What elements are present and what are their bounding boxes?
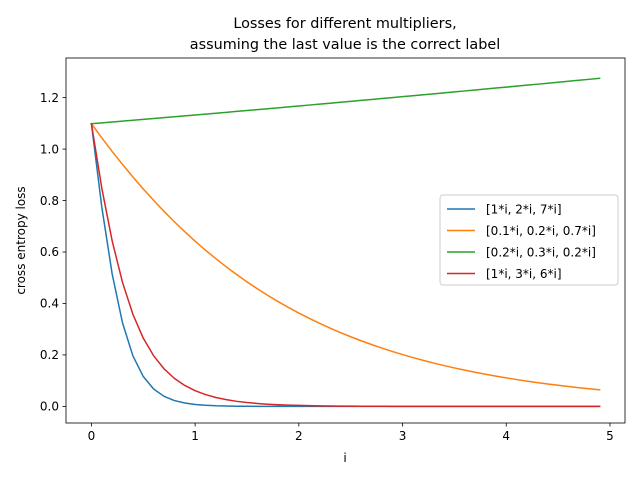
legend-label-3: [0.2*i, 0.3*i, 0.2*i] (486, 245, 596, 259)
legend: [1*i, 2*i, 7*i] [0.1*i, 0.2*i, 0.7*i] [0.2… (439, 194, 619, 286)
x-tick-label: 4 (502, 429, 510, 443)
y-tick-label: 1.2 (40, 91, 59, 105)
chart-title-line-1: Losses for different multipliers, (233, 16, 456, 32)
legend-label-2: [0.1*i, 0.2*i, 0.7*i] (486, 224, 596, 238)
y-tick-label: 0.0 (40, 400, 59, 414)
x-tick-label: 1 (191, 429, 199, 443)
series-line-3 (90, 77, 601, 125)
legend-label-1: [1*i, 2*i, 7*i] (486, 202, 562, 216)
axes-frame (65, 57, 626, 424)
x-tick-label: 0 (88, 429, 96, 443)
y-tick-label: 0.4 (40, 297, 59, 311)
plot-area (90, 77, 601, 408)
legend-box (439, 194, 619, 286)
x-tick-label: 5 (606, 429, 614, 443)
y-tick-label: 0.8 (40, 194, 59, 208)
y-tick-label: 0.6 (40, 245, 59, 259)
series-line-4 (90, 122, 601, 408)
y-axis-label: cross entropy loss (14, 186, 28, 294)
x-tick-label: 2 (295, 429, 303, 443)
x-tick-label: 3 (399, 429, 407, 443)
series-line-2 (90, 122, 601, 391)
chart-title-line-2: assuming the last value is the correct l… (190, 37, 500, 53)
y-tick-label: 0.2 (40, 348, 59, 362)
y-tick-label: 1.0 (40, 142, 59, 156)
legend-label-4: [1*i, 3*i, 6*i] (486, 267, 562, 281)
x-axis-label: i (343, 451, 346, 465)
axis-ticks: 0 1 2 3 4 5 0.0 0.2 0.4 0.6 0.8 1.0 1.2 (40, 91, 614, 443)
